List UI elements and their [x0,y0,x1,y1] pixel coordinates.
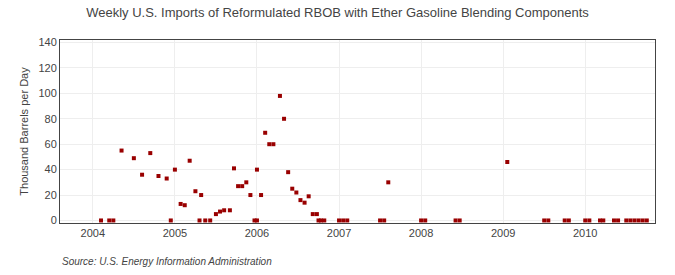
svg-text:2005: 2005 [163,227,187,239]
svg-text:100: 100 [38,87,56,99]
svg-text:140: 140 [38,36,56,48]
svg-text:Thousand Barrels per Day: Thousand Barrels per Day [18,67,30,196]
svg-text:2008: 2008 [409,227,433,239]
svg-text:80: 80 [45,113,57,125]
svg-text:2009: 2009 [491,227,515,239]
svg-text:20: 20 [45,189,57,201]
svg-text:60: 60 [45,138,57,150]
svg-text:2004: 2004 [81,227,105,239]
svg-text:2010: 2010 [573,227,597,239]
svg-text:Source: U.S. Energy Informatio: Source: U.S. Energy Information Administ… [62,256,272,267]
svg-text:2006: 2006 [245,227,269,239]
svg-text:0: 0 [51,214,57,226]
svg-text:40: 40 [45,163,57,175]
svg-text:120: 120 [38,62,56,74]
svg-text:2007: 2007 [327,227,351,239]
svg-text:Weekly U.S. Imports of Reformu: Weekly U.S. Imports of Reformulated RBOB… [86,5,589,20]
